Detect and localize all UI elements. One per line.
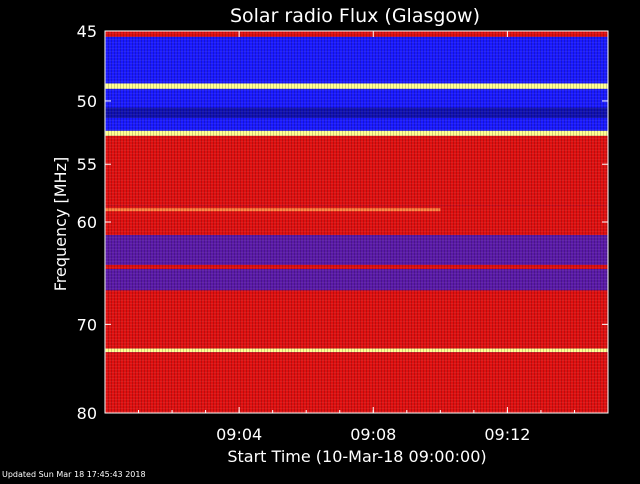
y-tick-label-70: 70 <box>77 315 97 334</box>
y-tick-label-80: 80 <box>77 404 97 423</box>
y-tick-label-55: 55 <box>77 155 97 174</box>
updated-timestamp: Updated Sun Mar 18 17:45:43 2018 <box>2 470 146 479</box>
y-axis: 45 50 55 60 70 80 <box>77 22 608 423</box>
noise-overlay-v <box>105 31 608 413</box>
chart-title: Solar radio Flux (Glasgow) <box>230 5 480 27</box>
x-tick-label-09:08: 09:08 <box>350 425 396 444</box>
x-tick-label-09:04: 09:04 <box>216 425 262 444</box>
x-tick-label-09:12: 09:12 <box>484 425 530 444</box>
y-tick-label-60: 60 <box>77 213 97 232</box>
y-axis-label: Frequency [MHz] <box>51 157 70 291</box>
x-axis: 09:04 09:08 09:12 <box>138 31 575 444</box>
plot-area <box>104 30 609 414</box>
x-axis-label: Start Time (10-Mar-18 09:00:00) <box>227 447 486 466</box>
y-tick-label-50: 50 <box>77 92 97 111</box>
y-tick-label-45: 45 <box>77 22 97 41</box>
